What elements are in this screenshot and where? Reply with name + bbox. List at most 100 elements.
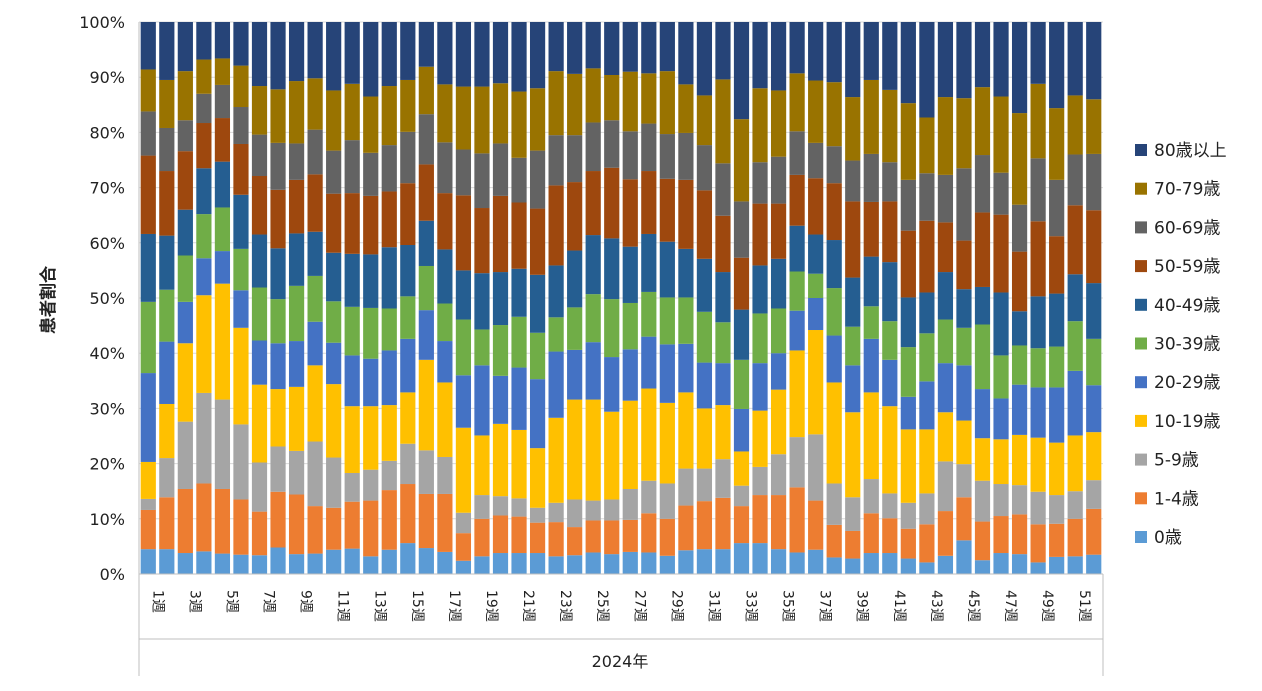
bar-segment [548,135,564,186]
bar-stack [177,22,193,574]
legend-item: 80歳以上 [1135,141,1227,161]
bar-segment [177,120,193,152]
bar-segment [363,195,379,255]
bar-segment [882,22,898,90]
x-tick-label: 27週 [631,590,647,622]
bar-segment [585,399,601,501]
bar-segment [270,389,286,447]
bar-segment [863,479,879,514]
bar-segment [140,549,156,574]
bar-segment [678,392,694,469]
bar-segment [752,466,768,496]
bar-segment [900,347,916,397]
bar-segment [529,448,546,508]
x-tick-label: 13週 [372,590,388,622]
bar-segment [1086,153,1102,211]
bar-segment [733,309,750,360]
bar-segment [326,384,342,458]
bar-stack [678,22,694,574]
bar-segment [233,499,249,555]
bar-segment [474,518,490,557]
y-tick-label: 80% [89,123,125,142]
bar-stack [715,22,731,574]
bar-segment [233,143,249,195]
bar-segment [845,160,861,202]
bar-segment [196,93,212,124]
bar-segment [177,343,193,422]
bar-segment [900,103,916,180]
legend-label: 0歳 [1154,528,1182,548]
bar-segment [307,321,323,366]
bar-segment [418,493,434,549]
bar-segment [251,511,268,556]
bar-segment [845,277,861,327]
bar-segment [882,553,898,574]
bar-segment [511,316,527,368]
bar-segment [567,22,583,74]
x-axis [138,22,1104,676]
bar-segment [455,22,472,87]
bar-segment [752,88,768,163]
bar-segment [1049,22,1065,109]
bar-segment [492,272,509,326]
legend-item: 1-4歳 [1135,489,1199,509]
bar-stack [733,22,750,574]
x-tick-label: 1週 [149,590,165,613]
bar-segment [937,363,954,413]
bar-segment [641,480,657,514]
x-tick-label: 33週 [743,590,759,622]
bar-segment [1030,387,1046,438]
bar-segment [418,220,434,266]
bar-segment [196,123,212,169]
bar-segment [400,22,416,80]
bar-segment [956,540,972,574]
bar-segment [400,131,416,184]
bar-segment [233,424,249,500]
bar-segment [1011,113,1028,205]
bar-stack [233,22,249,574]
bar-segment [696,549,713,574]
bar-segment [492,83,509,144]
y-tick-label: 70% [89,179,125,198]
bar-segment [696,22,713,96]
bar-stack [288,22,305,574]
x-tick-label: 9週 [298,590,314,613]
bar-segment [993,553,1009,574]
bar-segment [270,343,286,390]
bar-segment [567,499,583,528]
bar-segment [177,255,193,302]
bar-segment [604,299,620,358]
bar-segment [919,333,935,382]
bar-stack [752,22,768,574]
bar-segment [900,429,916,503]
bar-segment [251,234,268,288]
bar-segment [326,342,342,385]
bar-segment [455,560,472,574]
bar-segment [437,551,453,574]
bar-segment [622,179,638,247]
bar-stack [937,22,954,574]
bar-segment [251,462,268,512]
bar-segment [400,79,416,132]
bar-segment [529,553,546,574]
y-tick-label: 40% [89,344,125,363]
bar-segment [882,321,898,360]
bar-segment [845,497,861,531]
bar-segment [548,317,564,352]
bar-segment [418,310,434,360]
legend-item: 10-19歳 [1135,412,1220,432]
legend-swatch [1135,182,1147,195]
bar-segment [993,439,1009,485]
bar-segment [604,357,620,412]
bar-segment [529,379,546,449]
bar-segment [604,120,620,168]
bar-segment [900,502,916,529]
bar-segment [974,389,991,439]
bar-segment [678,22,694,85]
bar-segment [845,412,861,498]
bar-segment [789,310,805,351]
bar-segment [622,71,638,132]
bar-segment [585,171,601,236]
bar-segment [363,254,379,308]
bar-segment [845,97,861,161]
